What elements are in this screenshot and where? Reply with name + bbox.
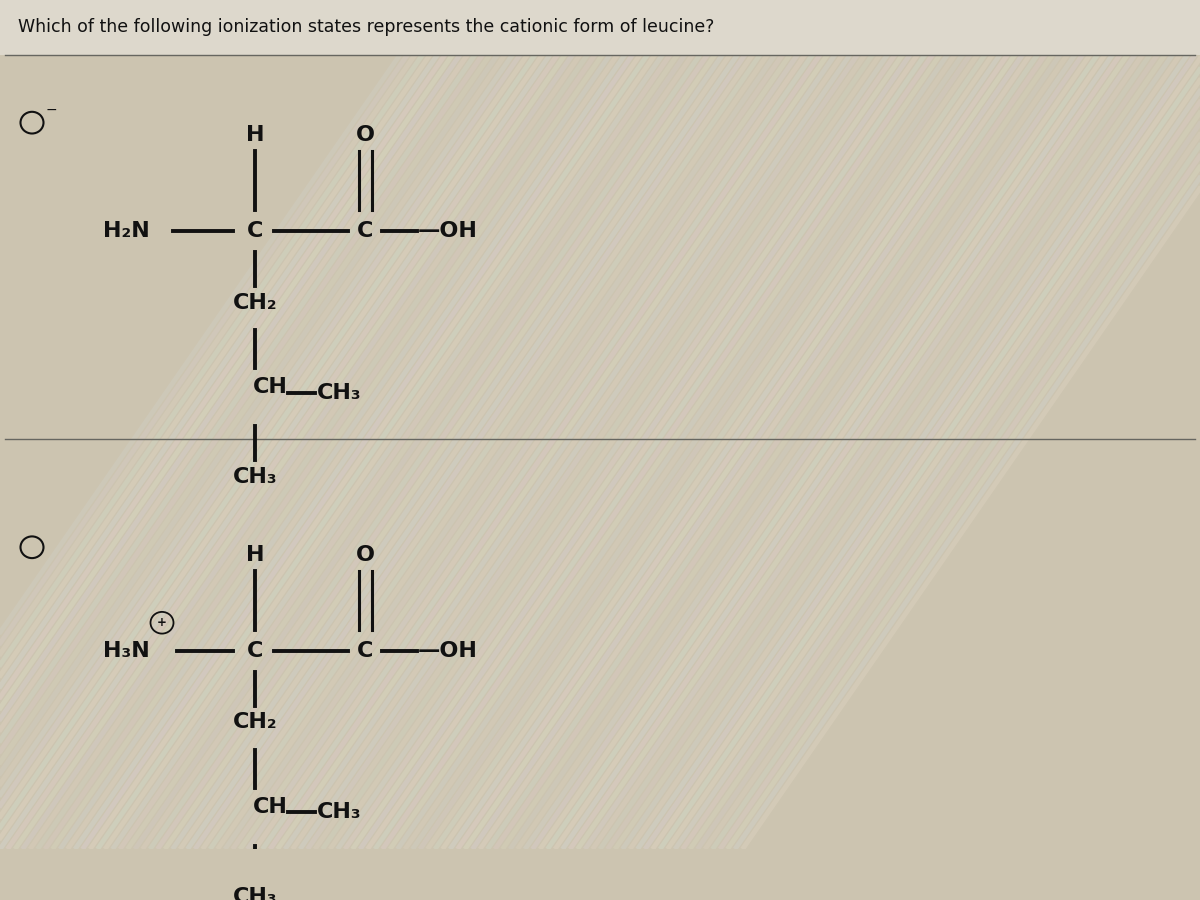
Text: H₃N: H₃N: [103, 641, 150, 662]
Text: C: C: [356, 641, 373, 662]
Text: CH₂: CH₂: [233, 713, 277, 733]
Text: C: C: [247, 221, 263, 241]
Text: —OH: —OH: [418, 641, 478, 662]
Text: CH₃: CH₃: [317, 382, 361, 402]
Text: C: C: [356, 221, 373, 241]
Text: H₂N: H₂N: [103, 221, 150, 241]
Text: O: O: [355, 125, 374, 145]
Text: CH₂: CH₂: [233, 292, 277, 312]
Text: +: +: [157, 616, 167, 629]
Text: H: H: [246, 125, 264, 145]
Text: CH₃: CH₃: [317, 803, 361, 823]
FancyBboxPatch shape: [0, 0, 1200, 55]
Text: CH₃: CH₃: [233, 886, 277, 900]
Text: −: −: [46, 103, 58, 116]
Text: CH: CH: [253, 797, 288, 817]
Text: O: O: [355, 545, 374, 565]
Text: CH₃: CH₃: [233, 467, 277, 487]
Text: —OH: —OH: [418, 221, 478, 241]
Text: H: H: [246, 545, 264, 565]
Text: C: C: [247, 641, 263, 662]
Text: CH: CH: [253, 377, 288, 398]
Text: Which of the following ionization states represents the cationic form of leucine: Which of the following ionization states…: [18, 18, 714, 36]
